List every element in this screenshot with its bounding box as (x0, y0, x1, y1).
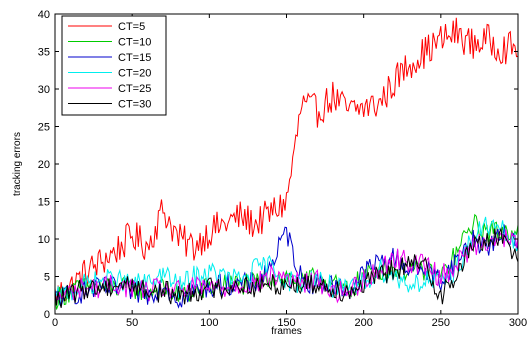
y-tick-label: 10 (38, 234, 50, 246)
x-tick-label: 50 (126, 317, 138, 329)
legend: CT=5 CT=10 CT=15 CT=20 CT=25 CT=30 (61, 15, 167, 116)
y-tick-label: 0 (44, 309, 50, 321)
legend-label: CT=20 (118, 68, 151, 80)
y-tick-label: 30 (38, 84, 50, 96)
legend-label: CT=30 (118, 99, 151, 111)
plot-frame-border (54, 13, 519, 315)
legend-label: CT=5 (118, 21, 145, 33)
legend-label: CT=25 (118, 83, 151, 95)
y-axis-label: tracking errors (12, 132, 23, 196)
x-tick-label: 150 (277, 317, 295, 329)
y-tick-label: 15 (38, 197, 50, 209)
y-tick-label: 20 (38, 159, 50, 171)
x-axis-label: frames (271, 326, 302, 337)
series-line-ct25 (54, 229, 519, 304)
y-tick-label: 35 (38, 47, 50, 59)
x-tick-label: 250 (432, 317, 450, 329)
legend-label: CT=15 (118, 52, 151, 64)
x-tick-label: 0 (52, 317, 58, 329)
x-tick-label: 300 (509, 317, 527, 329)
legend-label: CT=10 (118, 37, 151, 49)
y-tick-label: 25 (38, 122, 50, 134)
y-tick-label: 5 (44, 272, 50, 284)
y-tick-label: 40 (38, 9, 50, 21)
legend-box (61, 15, 167, 116)
series-layer (54, 17, 519, 310)
x-tick-label: 100 (200, 317, 218, 329)
series-line-ct5 (54, 17, 519, 305)
series-line-ct30 (54, 226, 519, 309)
axes-layer: 0 50 100 150 200 250 300 0 5 10 15 20 25 30 35 40 (38, 9, 527, 329)
x-tick-label: 200 (354, 317, 372, 329)
